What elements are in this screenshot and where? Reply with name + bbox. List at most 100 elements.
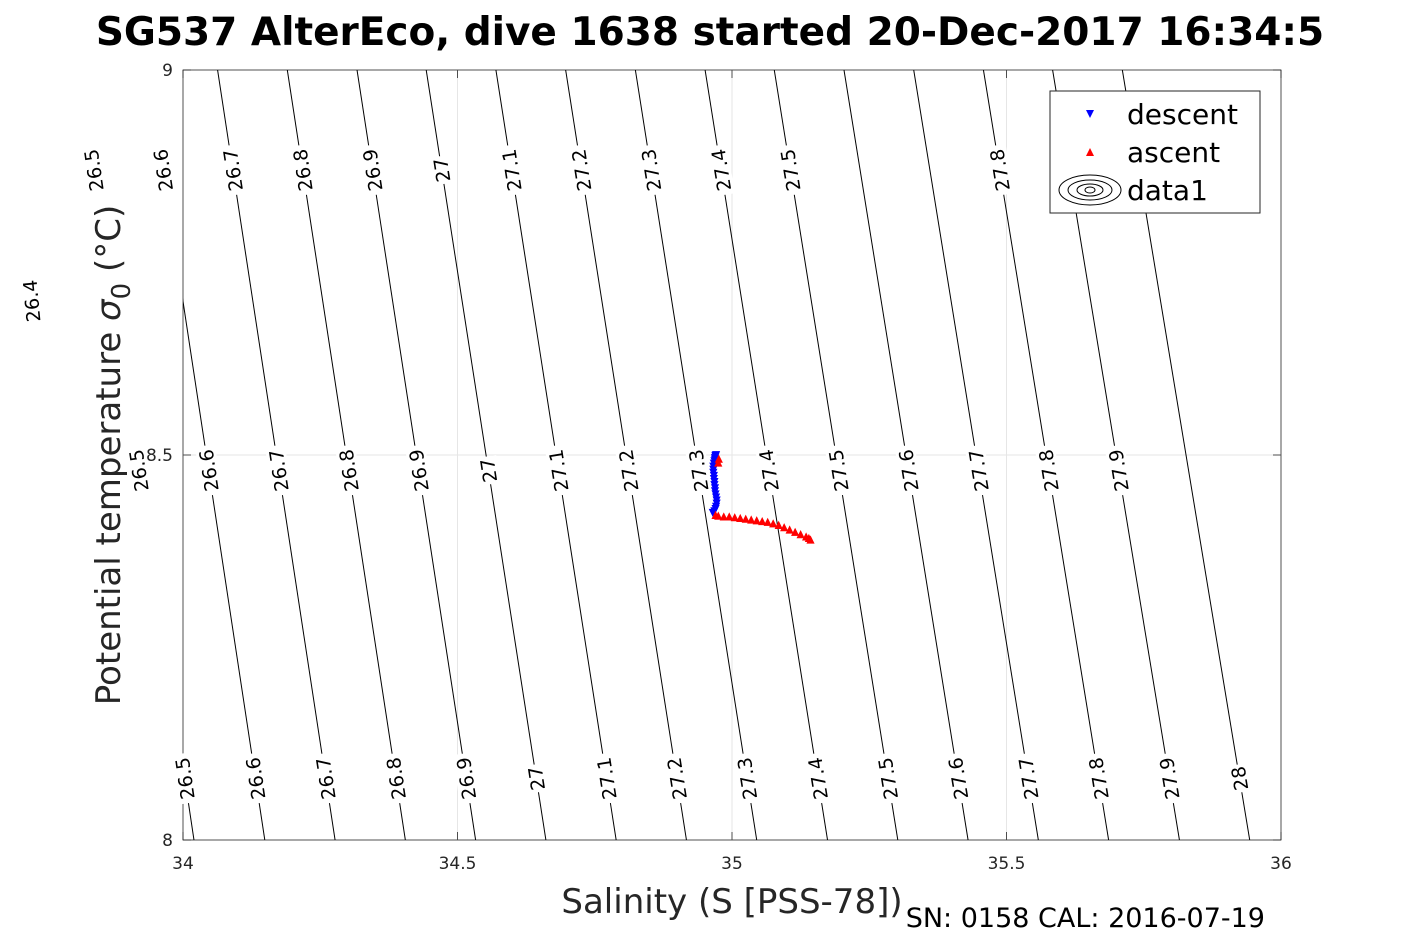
contour-label-mask (944, 752, 972, 805)
contour-label: 26.4 (20, 279, 46, 323)
contour-label-mask (684, 444, 713, 497)
contour-label-mask (405, 444, 433, 497)
contour-label: 26.6 (150, 147, 178, 192)
contour-label-mask (544, 444, 573, 497)
contour-label-mask (1227, 762, 1252, 794)
contour-label-mask (874, 752, 902, 805)
contour-label-group: 26.4 (19, 275, 46, 327)
contour-label-mask (476, 455, 501, 486)
ascent-point (774, 520, 783, 529)
contour-label-mask (358, 143, 387, 197)
y-axis-label-sigma: σ (89, 298, 129, 321)
contour-label-group: 28 (1227, 762, 1254, 794)
contour-label: 28 (1228, 765, 1254, 792)
contour-labels: 26.426.5 26.6 26.7 26.8 26.9 27 27.1 27.2 27.3 27… (19, 143, 1254, 805)
contour-label-mask (1155, 752, 1184, 805)
contour-label-mask (614, 444, 643, 497)
ascent-point (719, 512, 728, 521)
contour-label-mask (592, 752, 621, 805)
contour-label-group: 27.4 (707, 143, 736, 197)
contour-label-group: 27.8 (1084, 752, 1114, 805)
contour-label-mask (497, 143, 526, 197)
contour-label-mask (964, 444, 993, 497)
contour-label: 27 (430, 156, 455, 183)
contour-label-mask (19, 275, 44, 327)
contour-label-group: 27.4 (754, 444, 784, 497)
ascent-point (796, 530, 805, 539)
contour-label-mask (707, 143, 735, 197)
contour-label-mask (803, 752, 832, 805)
legend-marker-ascent (1086, 148, 1094, 156)
contour-label-group: 27.5 (874, 752, 903, 805)
contour-label-mask (894, 444, 923, 497)
contour-label-mask (335, 444, 363, 497)
contour-label-group: 26.5 (80, 143, 109, 197)
contour-label-mask (985, 143, 1014, 197)
legend-box (1049, 90, 1261, 214)
ascent-point (769, 519, 778, 528)
contour-label: 27 (477, 457, 502, 484)
ascent-point (752, 516, 761, 525)
x-axis-label: Salinity (S [PSS-78]) (561, 882, 902, 922)
contour-label-mask (452, 752, 480, 805)
axis-ticks: 34 34.5 35 35.5 36 8 8.5 9 (146, 61, 1292, 874)
x-tick-label: 34 (172, 854, 194, 874)
ascent-point (780, 523, 789, 532)
contour-label-mask (125, 444, 153, 497)
contour-label: 26.5 (81, 147, 109, 192)
y-axis-label: Potential temperature σ0 (°C) (89, 205, 137, 705)
legend-label-data1: data1 (1127, 174, 1208, 207)
ascent-point (791, 527, 800, 536)
descent-point (711, 451, 721, 460)
legend-marker-contour (1067, 179, 1113, 201)
ascent-point (806, 535, 815, 544)
contour-label-mask (241, 752, 270, 805)
legend-marker-contour (1084, 186, 1096, 194)
y-tick-label: 8.5 (146, 446, 173, 466)
contour-label-mask (149, 143, 177, 197)
ascent-point (725, 512, 734, 521)
ascent-point (758, 516, 767, 526)
x-tick-label: 35.5 (988, 854, 1026, 874)
contour-label-group: 27 (524, 763, 550, 794)
contour-label-group: 27 (429, 154, 455, 186)
ascent-point (763, 517, 772, 526)
ascent-point (741, 514, 750, 523)
contour-label-mask (312, 752, 340, 805)
contour-label-mask (195, 444, 223, 497)
legend-marker-descent (1086, 110, 1094, 118)
contour-label-mask (382, 752, 410, 805)
contour-label-mask (776, 143, 805, 197)
ascent-point (714, 454, 723, 463)
chart-title: SG537 AlterEco, dive 1638 started 20-Dec… (96, 10, 1324, 55)
contour-label-mask (265, 444, 293, 497)
serial-calibration-note: SN: 0158 CAL: 2016-07-19 (906, 903, 1265, 934)
contour-label-mask (219, 143, 247, 197)
y-tick-label: 8 (162, 831, 173, 851)
y-axis-label-sub: 0 (107, 283, 137, 300)
contour-label-mask (637, 143, 665, 197)
contour-label-mask (1104, 444, 1133, 497)
contour-label-mask (663, 752, 691, 805)
contour-label-group: 27 (476, 455, 502, 486)
contour-label: 27 (525, 765, 550, 792)
isopycnal-27 (425, 70, 547, 840)
legend: descent ascent data1 (1049, 90, 1261, 214)
legend-marker-contour (1058, 174, 1122, 206)
contour-label-mask (567, 143, 596, 197)
contour-label-group: 26.9 (452, 752, 481, 805)
ascent-point (785, 525, 794, 534)
y-axis-label-main: Potential temperature (89, 321, 129, 705)
ascent-point (747, 515, 756, 524)
legend-label-ascent: ascent (1127, 136, 1220, 169)
data-series (708, 451, 815, 544)
contour-label-mask (1034, 444, 1063, 497)
y-tick-label: 9 (162, 61, 173, 81)
contour-label-mask (733, 752, 761, 805)
contour-label-group: 26.6 (195, 444, 224, 497)
contour-label-mask (524, 763, 549, 794)
grid (183, 70, 1281, 840)
contour-label-mask (429, 154, 454, 186)
ascent-point (736, 513, 745, 523)
